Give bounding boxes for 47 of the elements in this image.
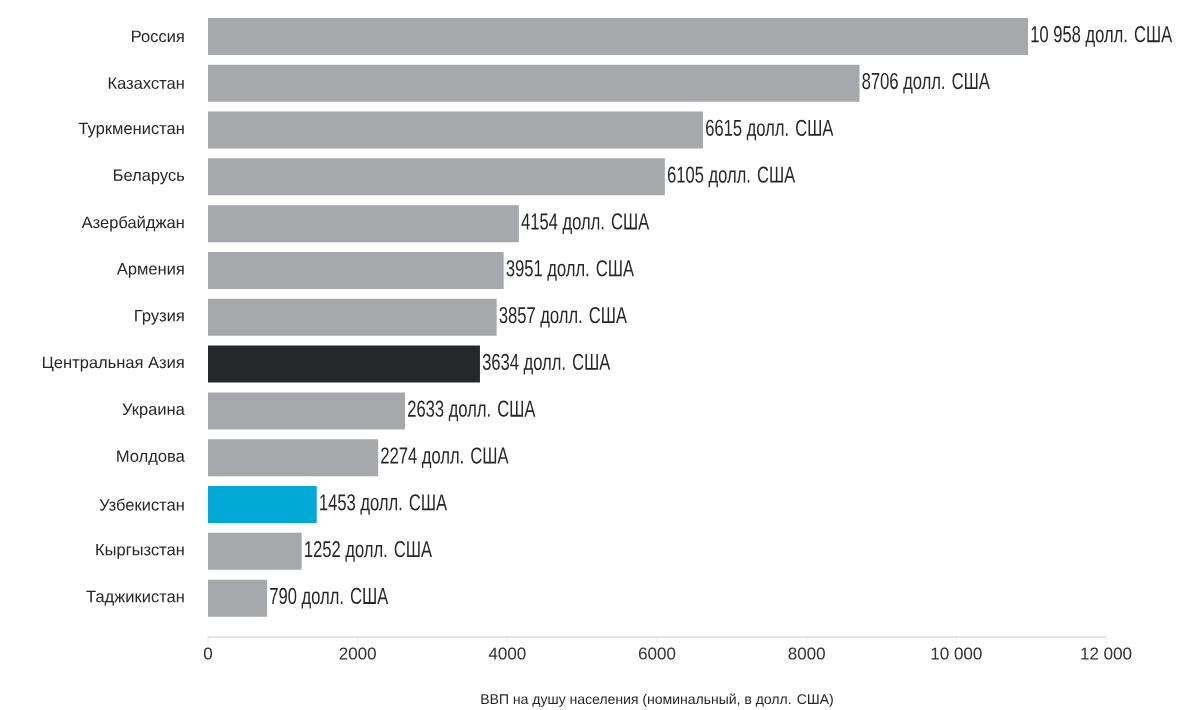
y-tick-label: Украина: [122, 403, 185, 419]
data-label: 6615 долл. США: [706, 119, 834, 141]
x-tick-label: 8000: [788, 647, 825, 660]
data-label: 4154 долл. США: [521, 213, 650, 234]
y-tick-label: Россия: [132, 30, 184, 43]
bar: [208, 158, 665, 196]
x-tick-label: 0: [203, 647, 213, 660]
data-label: 3634 долл. США: [482, 353, 611, 375]
bar: [208, 111, 704, 149]
bar: [208, 532, 302, 570]
y-tick-label: Узбекистан: [99, 498, 184, 511]
data-label: 790 долл. США: [270, 587, 389, 609]
bar: [208, 579, 268, 617]
y-tick-label: Армения: [116, 262, 184, 278]
data-label: 6105 долл. США: [667, 166, 796, 188]
bar: [208, 251, 504, 289]
x-axis-title: ВВП на душу населения (номинальный, в долл. США): [481, 693, 833, 707]
x-tick-label: 6000: [638, 647, 676, 660]
data-label: 1252 долл. США: [305, 540, 433, 562]
bar: [208, 439, 379, 477]
y-tick-label: Кыргызстан: [96, 543, 184, 559]
data-label: 1453 долл. США: [320, 494, 448, 515]
data-label: 2274 долл. США: [381, 447, 509, 468]
bar: [208, 298, 497, 336]
data-label: 2633 долл. США: [408, 400, 536, 422]
y-tick-label: Таджикистан: [86, 590, 184, 606]
y-tick-label: Грузия: [135, 309, 184, 325]
y-tick-label: Казахстан: [108, 77, 184, 89]
y-tick-label: Туркменистан: [78, 122, 184, 138]
y-tick-label: Молдова: [117, 450, 185, 465]
bar: [208, 205, 519, 243]
bar: [208, 17, 1029, 55]
y-tick-label: Центральная Азия: [42, 356, 184, 372]
bar: [208, 345, 480, 383]
data-label: 3951 долл. США: [506, 260, 634, 281]
y-tick-label: Азербайджан: [81, 215, 184, 232]
data-label: 10 958 долл. США: [1031, 25, 1173, 47]
x-tick-label: 2000: [339, 647, 376, 660]
data-label: 3857 долл. США: [499, 306, 627, 328]
x-tick-label: 4000: [488, 647, 526, 660]
y-tick-label: Беларусь: [113, 169, 185, 185]
data-label: 8706 долл. США: [862, 72, 990, 94]
bar: [208, 64, 860, 102]
x-tick-label: 12 000: [1081, 647, 1132, 660]
bar: [208, 485, 317, 523]
x-tick-label: 10 000: [931, 647, 982, 660]
bar: [208, 392, 406, 430]
